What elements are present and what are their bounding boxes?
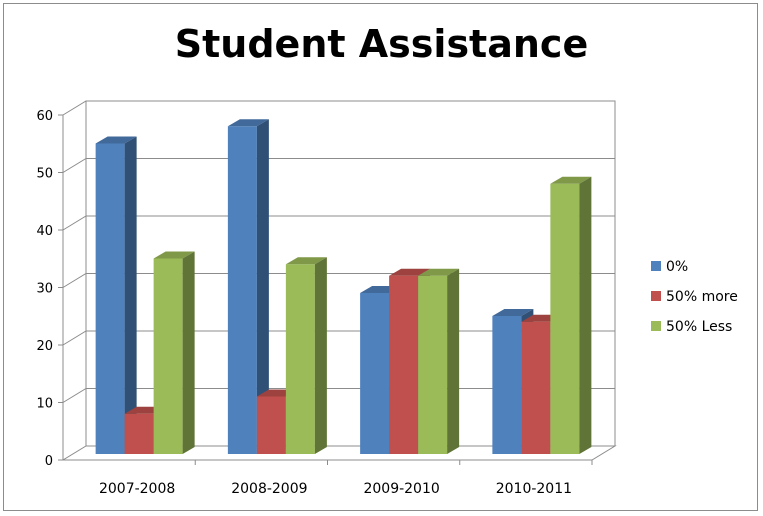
bar-top bbox=[492, 309, 534, 316]
bar-side bbox=[314, 257, 327, 454]
bar-front bbox=[95, 143, 125, 454]
bar-top bbox=[285, 257, 327, 265]
bar-top bbox=[389, 268, 431, 276]
bar-front bbox=[256, 396, 286, 454]
x-tick-label: 2008-2009 bbox=[231, 481, 307, 497]
y-axis-ticks: 0 10 20 30 40 50 60 bbox=[36, 109, 63, 469]
bar-top bbox=[550, 176, 592, 184]
y-tick-label: 30 bbox=[36, 282, 53, 297]
bar-front bbox=[492, 316, 522, 454]
y-tick-label: 60 bbox=[36, 109, 53, 124]
bar-front bbox=[124, 413, 154, 454]
gridline bbox=[62, 158, 615, 173]
y-tick-label: 10 bbox=[36, 397, 53, 412]
bar-front bbox=[521, 321, 551, 454]
bar-front bbox=[227, 126, 257, 454]
gridline bbox=[62, 100, 615, 116]
bar bbox=[95, 136, 137, 454]
chart-title: Student Assistance bbox=[174, 22, 589, 66]
bar-front bbox=[550, 183, 580, 454]
bar-front bbox=[360, 293, 390, 454]
gridline bbox=[62, 273, 615, 288]
bar-front bbox=[153, 258, 183, 454]
bars bbox=[95, 119, 592, 454]
legend-swatch bbox=[651, 291, 661, 301]
bar-side bbox=[579, 176, 592, 454]
legend-label: 50% Less bbox=[666, 319, 732, 335]
bar-top bbox=[153, 251, 195, 259]
y-tick-label: 50 bbox=[36, 167, 53, 182]
y-tick-label: 0 bbox=[45, 454, 53, 469]
x-tick-label: 2009-2010 bbox=[363, 481, 439, 497]
bar-front bbox=[285, 264, 315, 454]
x-tick-label: 2010-2011 bbox=[496, 481, 572, 497]
y-tick-label: 20 bbox=[36, 339, 53, 354]
x-tick-label: 2007-2008 bbox=[99, 481, 175, 497]
bar-top bbox=[227, 119, 269, 127]
bar-side bbox=[182, 251, 195, 454]
bar bbox=[550, 176, 592, 454]
bar-top bbox=[95, 136, 137, 144]
bar-side bbox=[124, 136, 137, 454]
gridline bbox=[62, 215, 615, 231]
bar bbox=[285, 257, 327, 454]
legend-swatch bbox=[651, 321, 661, 331]
bar-top bbox=[418, 268, 460, 276]
legend-swatch bbox=[651, 261, 661, 271]
bar bbox=[153, 251, 195, 454]
x-axis-ticks: 2007-2008 2008-2009 2009-2010 2010-2011 bbox=[99, 460, 593, 497]
bar-front bbox=[389, 275, 419, 454]
bar bbox=[418, 268, 460, 454]
y-tick-label: 40 bbox=[36, 224, 53, 239]
legend: 0% 50% more 50% Less bbox=[651, 259, 738, 335]
legend-label: 50% more bbox=[666, 289, 738, 305]
legend-label: 0% bbox=[666, 259, 688, 275]
bar bbox=[227, 119, 269, 454]
bar-side bbox=[447, 268, 460, 454]
bar-side bbox=[256, 119, 269, 454]
bar-front bbox=[418, 275, 448, 454]
